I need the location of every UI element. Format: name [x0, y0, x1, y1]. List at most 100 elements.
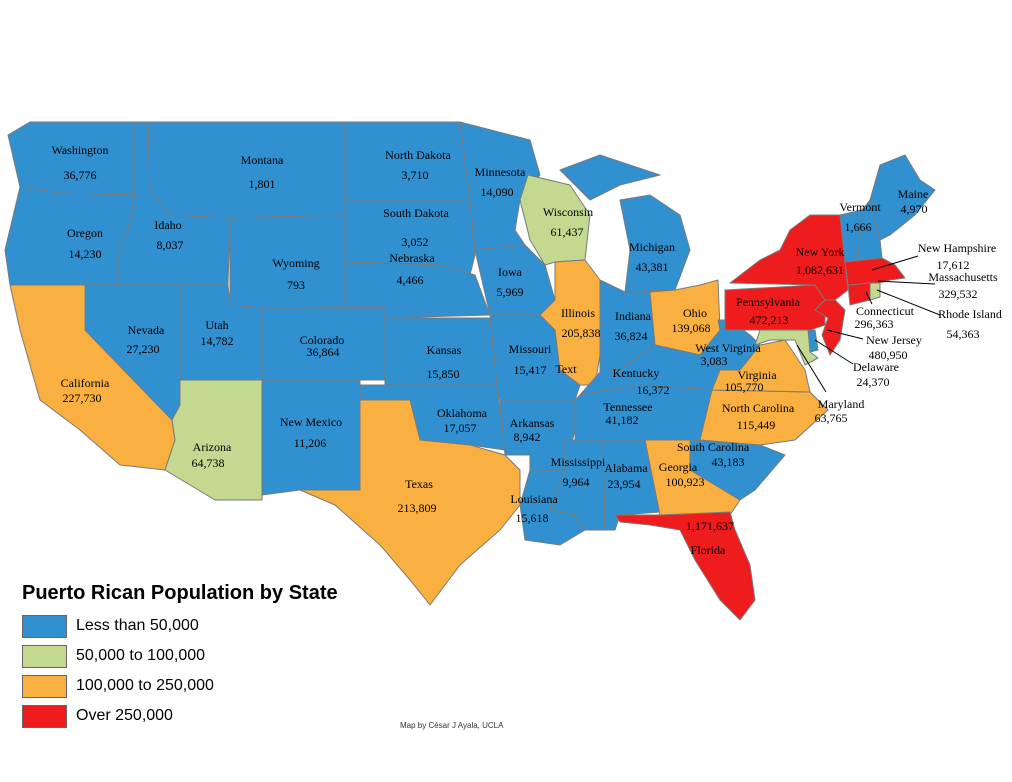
state-name-maine: Maine [898, 187, 929, 201]
state-name-new-york: New York [796, 245, 845, 259]
state-name-south-dakota: South Dakota [383, 206, 449, 220]
legend-title: Puerto Rican Population by State [22, 582, 338, 604]
state-name-minnesota: Minnesota [475, 165, 526, 179]
state-value-west-virginia: 3,083 [701, 354, 728, 368]
state-minnesota [459, 121, 541, 251]
state-value-indiana: 36,824 [615, 329, 648, 343]
state-name-delaware: Delaware [853, 360, 899, 374]
state-value-arkansas: 8,942 [514, 430, 541, 444]
state-name-arizona: Arizona [193, 440, 232, 454]
state-name-missouri: Missouri [509, 342, 552, 356]
state-labels: Washington 36,776 Oregon 14,230 California22… [51, 143, 1001, 557]
state-massachusetts [844, 257, 906, 286]
state-name-massachusetts: Massachusetts [928, 270, 998, 284]
map-credit: Map by César J Ayala, UCLA [400, 721, 504, 730]
leader-line-connecticut [865, 291, 873, 305]
state-name-alabama: Alabama [604, 461, 648, 475]
leader-line-new-hampshire [871, 255, 919, 271]
leader-line-rhode-island [876, 289, 941, 316]
legend-label: 50,000 to 100,000 [76, 647, 206, 664]
state-name-south-carolina: South Carolina [677, 440, 750, 454]
state-maryland [754, 329, 819, 366]
state-value-michigan: 43,381 [636, 260, 669, 274]
state-name-nebraska: Nebraska [389, 251, 435, 265]
state-value-wyoming: 793 [287, 278, 305, 292]
state-name-new-jersey: New Jersey [866, 333, 922, 347]
state-value-illinois: 205,838 [562, 326, 601, 340]
state-value-new-york: 1,082,631 [796, 263, 844, 277]
state-name-virginia: Virginia [737, 368, 777, 382]
state-value-missouri: 15,417 [514, 363, 547, 377]
state-value-pennsylvania: 472,213 [750, 313, 789, 327]
state-name-louisiana: Louisiana [510, 492, 558, 506]
state-value-maryland: 63,765 [815, 411, 848, 425]
leader-line-massachusetts [877, 280, 936, 285]
state-name-kansas: Kansas [427, 343, 462, 357]
state-value-wisconsin: 61,437 [551, 225, 584, 239]
state-name-north-carolina: North Carolina [722, 401, 795, 415]
state-value-washington: 36,776 [64, 168, 97, 182]
state-value-maine: 4,970 [901, 202, 928, 216]
state-value-north-carolina: 115,449 [737, 418, 776, 432]
state-name-michigan: Michigan [629, 240, 675, 254]
state-value-minnesota: 14,090 [481, 185, 514, 199]
state-name-oklahoma: Oklahoma [437, 406, 488, 420]
state-name-north-dakota: North Dakota [385, 148, 451, 162]
leader-line-new-jersey [826, 329, 864, 340]
state-rhode-island [869, 282, 881, 301]
state-value-louisiana: 15,618 [516, 511, 549, 525]
leader-line-delaware [814, 339, 854, 365]
state-value-south-dakota: 3,052 [402, 235, 429, 249]
state-maine [869, 154, 936, 241]
legend-swatch [22, 674, 67, 698]
state-name-california: California [61, 376, 110, 390]
state-name-florida: Florida [691, 543, 726, 557]
state-value-kentucky: 16,372 [637, 383, 670, 397]
legend: Puerto Rican Population by State Less th… [22, 582, 338, 731]
legend-item-100k-250k: 100,000 to 250,000 [22, 671, 338, 701]
state-value-montana: 1,801 [249, 177, 276, 191]
state-name-kentucky: Kentucky [613, 366, 660, 380]
state-value-mississippi: 9,964 [563, 475, 590, 489]
stray-text-label: Text [555, 362, 577, 376]
state-value-north-dakota: 3,710 [402, 168, 429, 182]
state-name-wisconsin: Wisconsin [543, 205, 593, 219]
state-west-virginia [699, 319, 761, 371]
state-value-texas: 213,809 [398, 501, 437, 515]
state-value-south-carolina: 43,183 [712, 455, 745, 469]
state-name-arkansas: Arkansas [510, 416, 555, 430]
state-value-arizona: 64,738 [192, 456, 225, 470]
state-value-connecticut: 296,363 [855, 317, 894, 331]
state-name-colorado: Colorado [300, 333, 345, 347]
legend-item-less-50k: Less than 50,000 [22, 611, 338, 641]
state-michigan [559, 154, 691, 293]
state-name-indiana: Indiana [615, 309, 652, 323]
state-montana [147, 121, 346, 219]
state-value-california: 227,730 [63, 391, 102, 405]
state-name-georgia: Georgia [659, 460, 698, 474]
state-name-wyoming: Wyoming [272, 256, 319, 270]
state-name-rhode-island: Rhode Island [938, 307, 1002, 321]
state-value-virginia: 105,770 [725, 380, 764, 394]
state-value-florida: 1,171,637 [686, 519, 734, 533]
state-name-nevada: Nevada [128, 323, 165, 337]
state-value-idaho: 8,037 [157, 238, 184, 252]
state-value-vermont: 1,666 [845, 220, 872, 234]
state-value-massachusetts: 329,532 [939, 287, 978, 301]
state-value-georgia: 100,923 [666, 475, 705, 489]
legend-swatch [22, 704, 67, 728]
leader-line-maryland [796, 344, 827, 393]
state-illinois [539, 259, 601, 386]
state-value-colorado: 36,864 [307, 345, 340, 359]
state-name-idaho: Idaho [154, 218, 181, 232]
legend-label: 100,000 to 250,000 [76, 677, 214, 694]
state-value-nevada: 27,230 [127, 342, 160, 356]
legend-swatch [22, 644, 67, 668]
state-name-washington: Washington [51, 143, 108, 157]
state-value-nebraska: 4,466 [397, 273, 424, 287]
state-value-kansas: 15,850 [427, 367, 460, 381]
state-name-pennsylvania: Pennsylvania [736, 295, 801, 309]
state-new-jersey [814, 299, 846, 356]
legend-swatch [22, 614, 67, 638]
